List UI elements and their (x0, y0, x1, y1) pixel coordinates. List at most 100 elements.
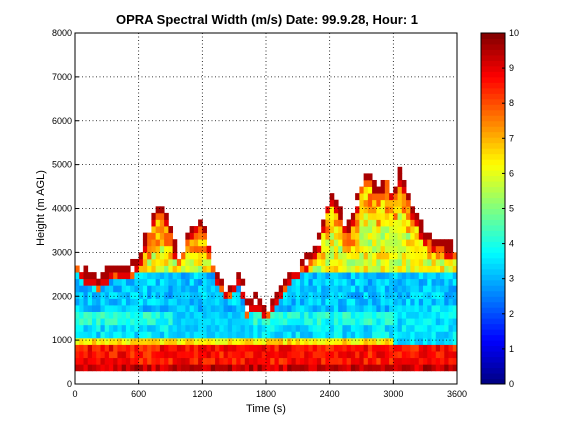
heatmap-cell (227, 351, 233, 359)
heatmap-cell (210, 285, 216, 293)
heatmap-cell (189, 337, 195, 345)
heatmap-cell (270, 351, 275, 359)
heatmap-cell (100, 344, 106, 352)
heatmap-cell (159, 351, 165, 359)
heatmap-cell (423, 318, 428, 326)
heatmap-cell (185, 344, 190, 352)
heatmap-cell (151, 239, 157, 247)
heatmap-cell (316, 357, 322, 365)
heatmap-cell (75, 272, 80, 280)
heatmap-cell (198, 305, 203, 312)
heatmap-cell (435, 278, 441, 286)
heatmap-cell (448, 298, 454, 306)
heatmap-cell (138, 285, 144, 293)
heatmap-cell (389, 258, 394, 266)
heatmap-cell (338, 305, 343, 312)
heatmap-cell (108, 285, 114, 293)
heatmap-cell (338, 206, 343, 214)
heatmap-cell (346, 239, 352, 247)
heatmap-cell (410, 232, 415, 240)
heatmap-cell (215, 357, 220, 365)
colorbar-swatch (481, 137, 505, 144)
heatmap-cell (295, 285, 301, 293)
heatmap-cell (401, 252, 407, 260)
heatmap-cell (431, 258, 437, 266)
heatmap-cell (304, 305, 309, 312)
heatmap-cell (363, 199, 369, 207)
heatmap-cell (75, 324, 80, 332)
heatmap-cell (363, 212, 369, 220)
heatmap-cell (193, 272, 199, 280)
heatmap-cell (193, 265, 199, 273)
heatmap-cell (261, 351, 267, 359)
heatmap-cell (316, 291, 322, 299)
heatmap-cell (253, 344, 258, 352)
heatmap-cell (257, 318, 263, 326)
heatmap-cell (287, 344, 292, 352)
heatmap-cell (384, 324, 390, 332)
heatmap-cell (87, 285, 93, 293)
heatmap-cell (372, 364, 377, 372)
heatmap-cell (308, 318, 314, 326)
heatmap-cell (359, 311, 365, 319)
heatmap-cell (287, 318, 292, 326)
heatmap-cell (448, 311, 454, 319)
heatmap-cell (308, 311, 314, 319)
heatmap-cell (138, 252, 144, 260)
heatmap-cell (189, 364, 195, 372)
heatmap-cell (151, 226, 157, 234)
heatmap-cell (435, 337, 441, 345)
heatmap-cell (249, 331, 254, 339)
heatmap-cell (176, 285, 182, 293)
heatmap-cell (185, 364, 190, 372)
heatmap-cell (329, 232, 335, 240)
heatmap-cell (406, 324, 411, 332)
heatmap-cell (172, 252, 178, 260)
heatmap-cell (147, 239, 152, 247)
heatmap-cell (91, 337, 97, 345)
heatmap-cell (397, 166, 403, 174)
heatmap-cell (193, 239, 199, 247)
heatmap-cell (189, 318, 195, 326)
heatmap-cell (440, 298, 445, 306)
heatmap-cell (372, 245, 377, 253)
heatmap-cell (338, 232, 343, 240)
x-tick-label: 600 (131, 389, 146, 399)
heatmap-cell (397, 186, 403, 194)
heatmap-cell (338, 337, 343, 345)
heatmap-cell (159, 311, 165, 319)
heatmap-cell (159, 364, 165, 372)
heatmap-cell (401, 245, 407, 253)
heatmap-cell (304, 331, 309, 339)
heatmap-cell (227, 285, 233, 293)
heatmap-cell (113, 291, 118, 299)
heatmap-cell (91, 285, 97, 293)
heatmap-cell (401, 344, 407, 352)
colorbar-swatch (481, 49, 505, 56)
colorbar-swatch (481, 197, 505, 204)
heatmap-cell (363, 173, 369, 181)
heatmap-cell (384, 186, 390, 194)
heatmap-cell (181, 351, 186, 359)
heatmap-cell (299, 351, 305, 359)
heatmap-cell (423, 311, 428, 319)
heatmap-cell (431, 285, 437, 293)
heatmap-cell (410, 226, 415, 234)
heatmap-cell (198, 298, 203, 306)
heatmap-cell (325, 324, 331, 332)
heatmap-cell (159, 278, 165, 286)
heatmap-cell (431, 272, 437, 280)
heatmap-cell (329, 206, 335, 214)
heatmap-cell (427, 344, 432, 352)
heatmap-cell (172, 318, 178, 326)
heatmap-cell (125, 351, 131, 359)
heatmap-cell (414, 298, 420, 306)
heatmap-cell (363, 351, 369, 359)
heatmap-cell (91, 331, 97, 339)
heatmap-cell (287, 324, 292, 332)
heatmap-cell (316, 318, 322, 326)
heatmap-cell (401, 357, 407, 365)
heatmap-cell (253, 305, 258, 312)
colorbar-swatch (481, 268, 505, 275)
